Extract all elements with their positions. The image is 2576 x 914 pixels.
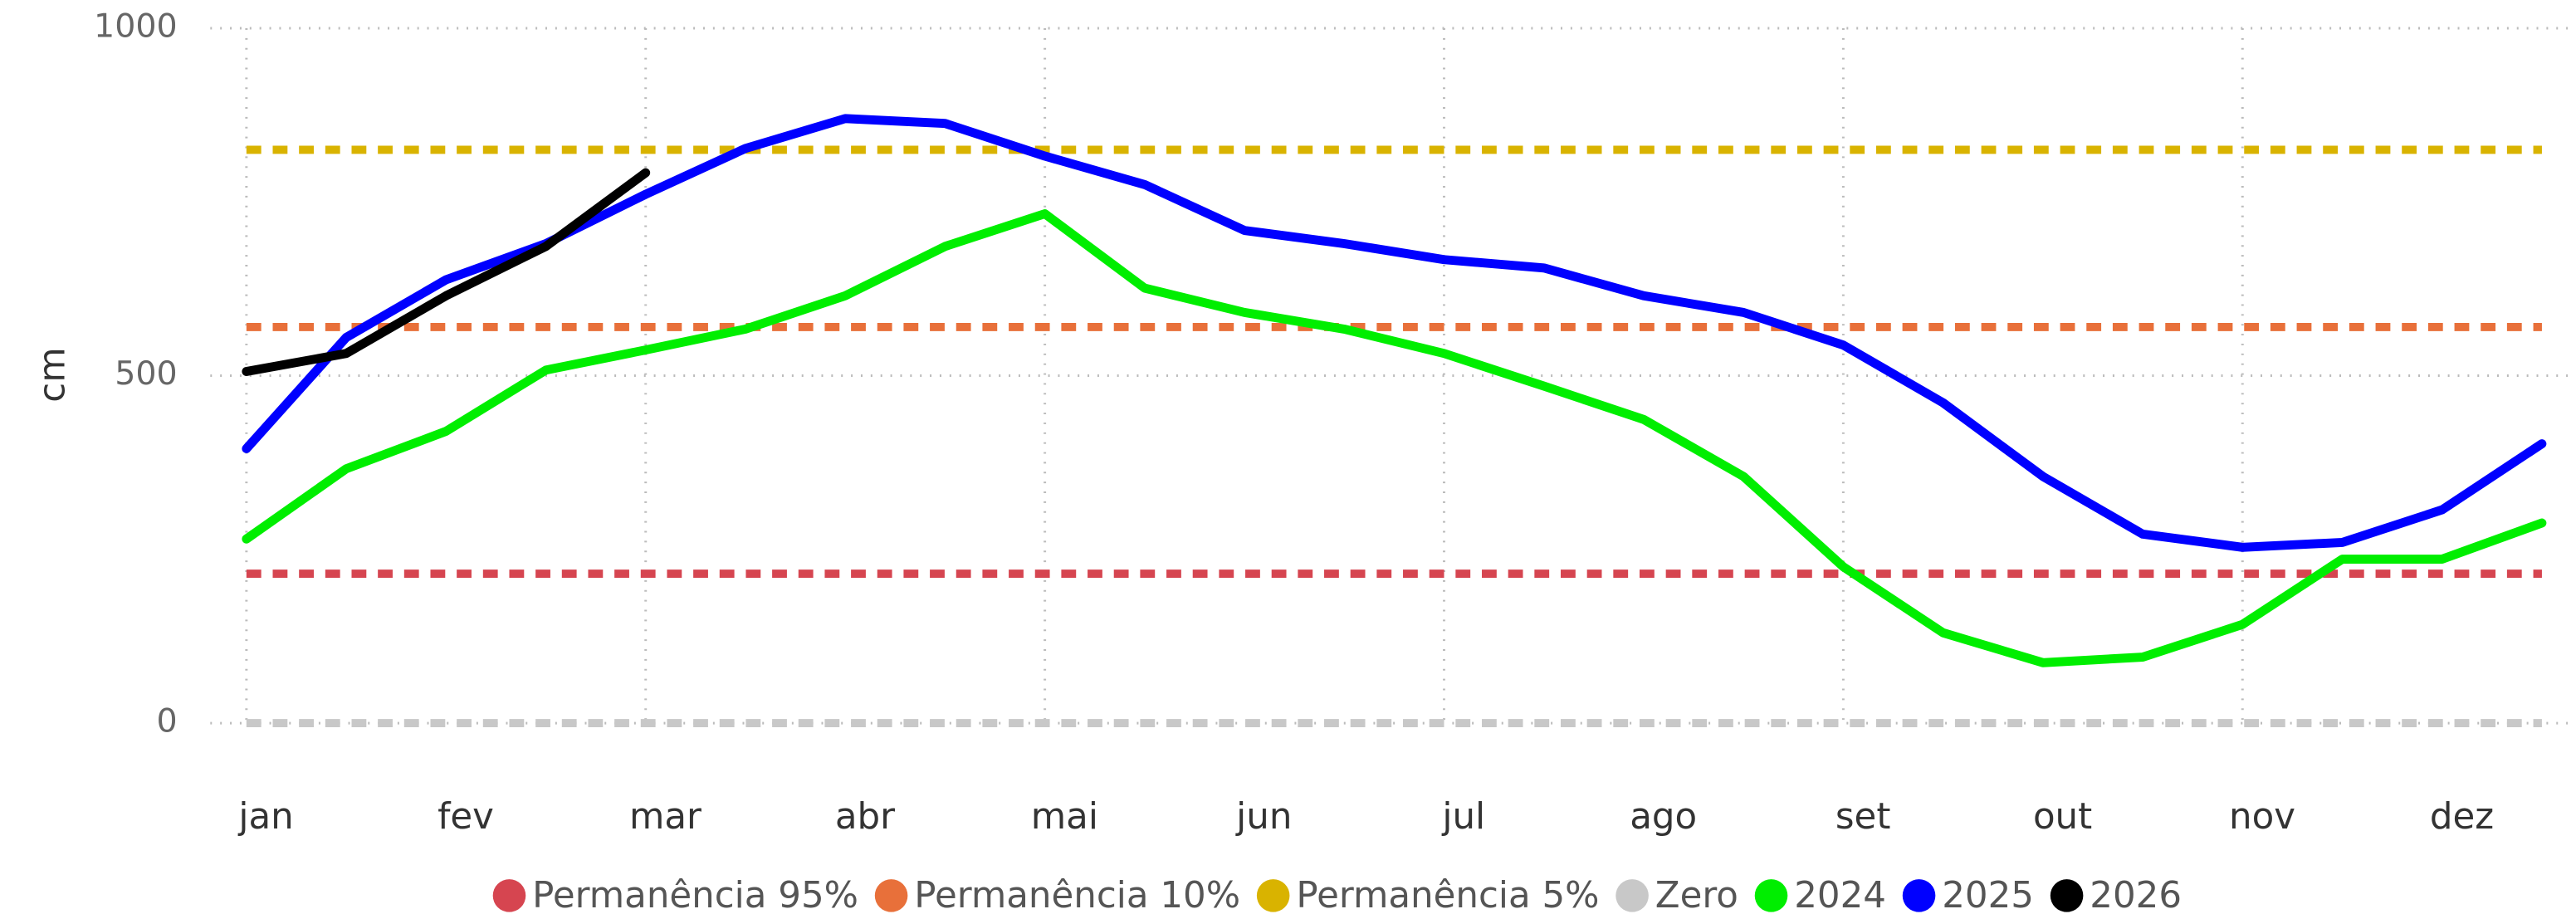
legend-label: 2026	[2090, 875, 2182, 914]
series-line	[242, 168, 651, 376]
x-tick-label: jul	[1441, 796, 1485, 838]
x-tick-label: fev	[437, 796, 494, 838]
x-tick-label: mai	[1031, 796, 1098, 838]
x-tick-label: nov	[2229, 796, 2295, 838]
legend-label: Zero	[1655, 875, 1738, 914]
legend-swatch	[1754, 879, 1788, 912]
x-tick-label: mar	[629, 796, 701, 838]
legend-swatch	[1902, 879, 1936, 912]
x-tick-label: out	[2033, 796, 2092, 838]
x-tick-label: jan	[237, 796, 293, 838]
legend-swatch	[1256, 879, 1290, 912]
x-tick-label: set	[1835, 796, 1891, 838]
legend-swatch	[492, 879, 526, 912]
legend-label: 2024	[1794, 875, 1886, 914]
x-tick-label: abr	[835, 796, 895, 838]
y-tick-label: 0	[157, 702, 178, 740]
legend-label: Permanência 5%	[1296, 875, 1599, 914]
series-line	[242, 114, 2547, 552]
x-tick-label: dez	[2430, 796, 2494, 838]
legend-label: 2025	[1942, 875, 2034, 914]
x-tick-label: jun	[1235, 796, 1292, 838]
x-tick-label: ago	[1630, 796, 1697, 838]
series-line	[242, 209, 2547, 667]
legend-label: Permanência 95%	[532, 875, 858, 914]
y-tick-label: 1000	[94, 7, 178, 45]
legend-swatch	[2050, 879, 2084, 912]
y-axis-label: cm	[32, 347, 73, 402]
legend-swatch	[1615, 879, 1649, 912]
legend-label: Permanência 10%	[914, 875, 1240, 914]
y-tick-label: 500	[115, 354, 178, 393]
legend-swatch	[874, 879, 908, 912]
